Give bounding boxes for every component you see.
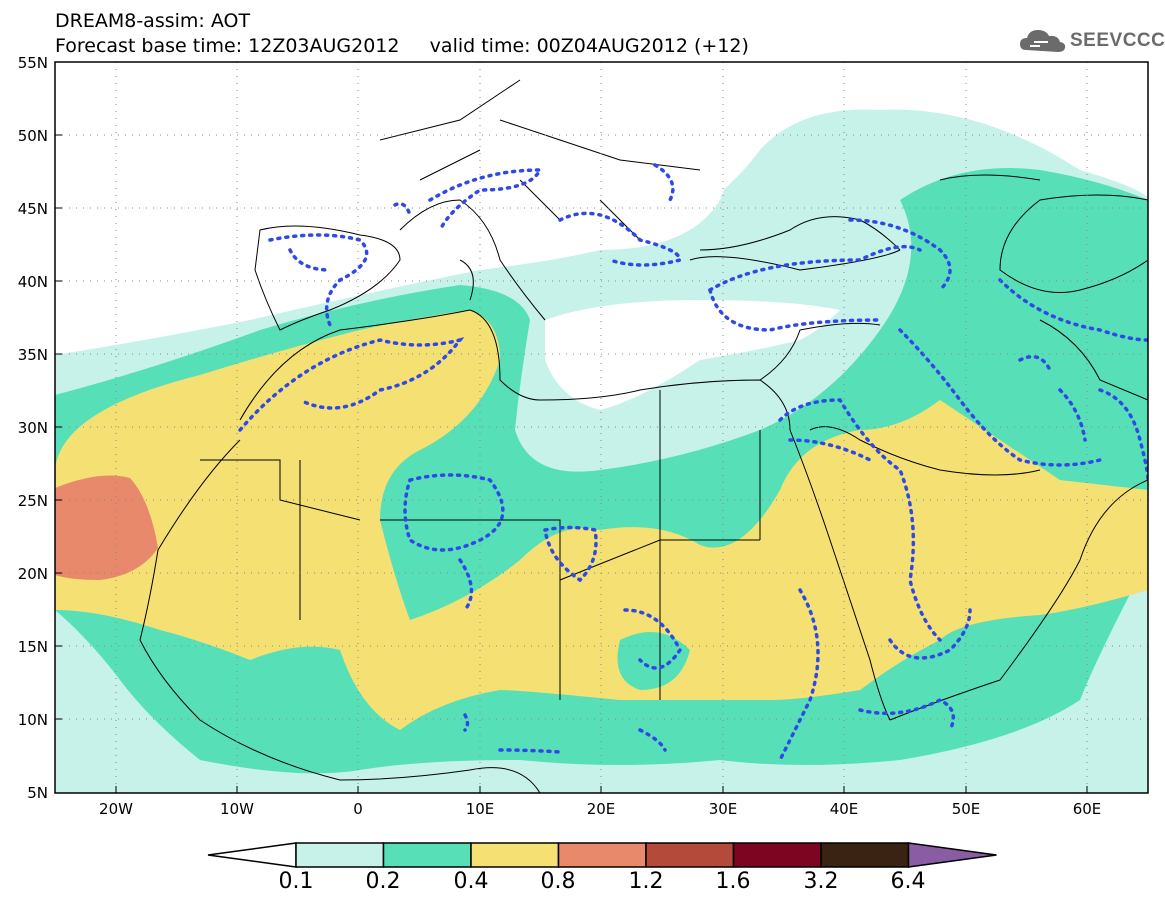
lon-label: 50E xyxy=(951,800,981,818)
aot-band-0.8 xyxy=(55,475,158,580)
colorbar-label: 3.2 xyxy=(803,869,839,894)
lat-label: 45N xyxy=(17,200,48,218)
lon-label: 10W xyxy=(220,800,254,818)
graticule xyxy=(55,62,1148,793)
coastlines xyxy=(139,79,1148,793)
logo-text: SEEVCCC xyxy=(1070,30,1165,51)
colorbar-over-triangle xyxy=(907,842,997,868)
lon-label: 30E xyxy=(708,800,738,818)
colorbar-label: 0.8 xyxy=(540,869,576,894)
lat-label: 50N xyxy=(17,127,48,145)
colorbar-label: 0.2 xyxy=(365,869,401,894)
colorbar-cell xyxy=(382,842,472,868)
lat-label: 25N xyxy=(17,492,48,510)
colorbar-label: 1.6 xyxy=(715,869,751,894)
colorbar-under-triangle xyxy=(207,842,297,868)
colorbar-cell xyxy=(470,842,560,868)
dust-contours xyxy=(238,163,1148,762)
lat-label: 15N xyxy=(17,638,48,656)
map-title: DREAM8-assim: AOT xyxy=(55,10,251,32)
colorbar-cell xyxy=(645,842,735,868)
lat-label: 30N xyxy=(17,419,48,437)
lon-label: 60E xyxy=(1072,800,1102,818)
lon-label: 0 xyxy=(353,800,363,818)
lon-label: 20W xyxy=(99,800,133,818)
clear-mediterranean xyxy=(545,300,840,410)
lat-label: 55N xyxy=(17,54,48,72)
colorbar-cell xyxy=(732,842,822,868)
lat-label: 20N xyxy=(17,565,48,583)
lat-label: 10N xyxy=(17,711,48,729)
colorbar-cell xyxy=(557,842,647,868)
seevccc-logo: SEEVCCC xyxy=(1018,26,1165,56)
colorbar-label: 6.4 xyxy=(890,869,926,894)
lat-label: 35N xyxy=(17,346,48,364)
colorbar-label: 1.2 xyxy=(628,869,664,894)
aot-island-sahara xyxy=(400,465,510,560)
colorbar-label: 0.4 xyxy=(453,869,489,894)
colorbar-label: 0.1 xyxy=(278,869,314,894)
cloud-icon xyxy=(1020,30,1066,52)
lat-label: 40N xyxy=(17,273,48,291)
lon-label: 20E xyxy=(586,800,616,818)
forecast-time-line: Forecast base time: 12Z03AUG2012 valid t… xyxy=(55,35,749,57)
colorbar-cell xyxy=(295,842,385,868)
colorbar-cell xyxy=(820,842,910,868)
clear-europe xyxy=(55,62,780,350)
lat-label: 5N xyxy=(27,784,48,802)
lon-label: 40E xyxy=(829,800,859,818)
aot-band-0.4 xyxy=(55,310,1148,730)
lon-label: 10E xyxy=(465,800,495,818)
axis-ticks xyxy=(55,134,1088,793)
